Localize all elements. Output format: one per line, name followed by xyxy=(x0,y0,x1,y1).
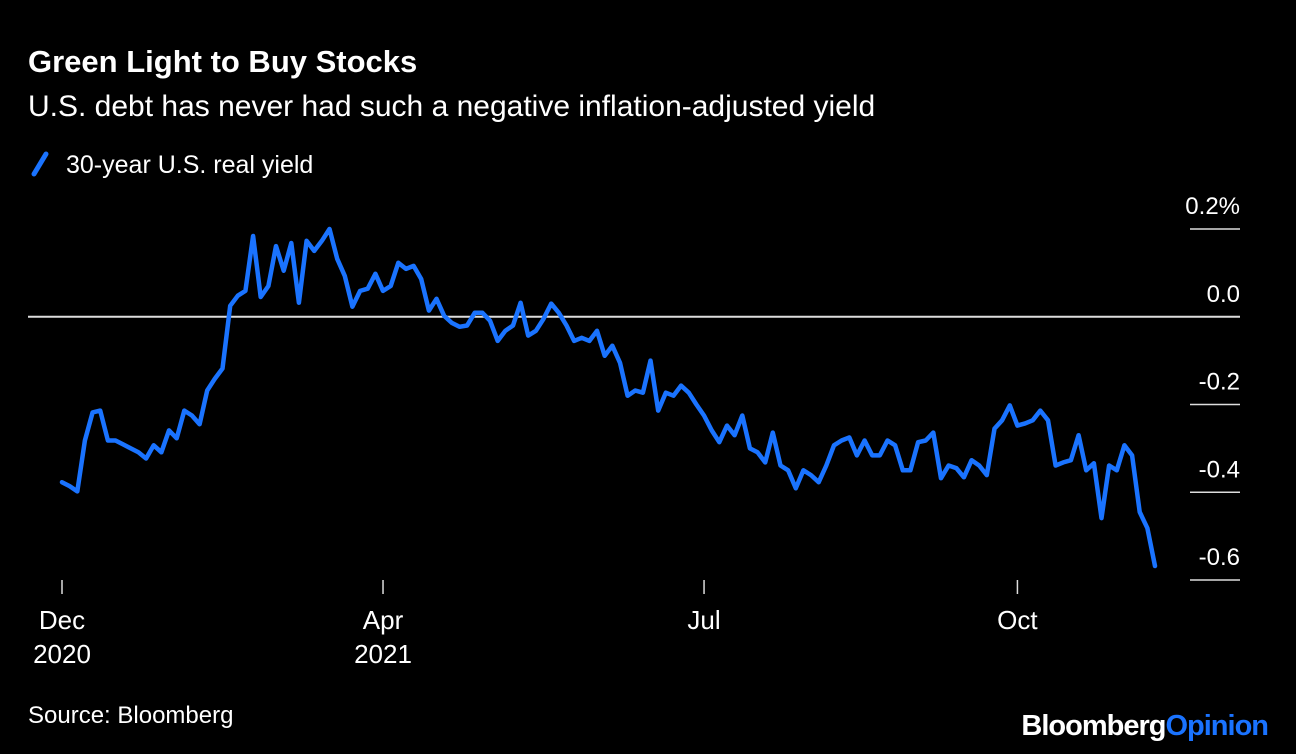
legend-swatch xyxy=(31,151,49,177)
y-tick-label: -0.4 xyxy=(1199,456,1240,483)
series-line xyxy=(59,226,1158,569)
chart-subtitle: U.S. debt has never had such a negative … xyxy=(28,90,875,123)
y-tick-label: 0.0 xyxy=(1207,281,1240,308)
x-tick-label: Dec 2020 xyxy=(33,605,91,669)
brand-name: Bloomberg xyxy=(1021,710,1165,742)
x-tick-label: Apr 2021 xyxy=(354,605,412,669)
legend-label: 30-year U.S. real yield xyxy=(66,151,313,179)
y-tick-label: -0.2 xyxy=(1199,369,1240,396)
x-tick-label: Oct xyxy=(997,605,1038,635)
chart-title: Green Light to Buy Stocks xyxy=(28,44,417,79)
brand: BloombergOpinion xyxy=(1021,710,1268,742)
y-tick-label: -0.6 xyxy=(1199,544,1240,571)
brand-section: Opinion xyxy=(1165,710,1268,742)
source: Source: Bloomberg xyxy=(28,702,233,729)
x-tick-label: Jul xyxy=(687,605,721,635)
y-tick-label: 0.2% xyxy=(1185,193,1240,220)
